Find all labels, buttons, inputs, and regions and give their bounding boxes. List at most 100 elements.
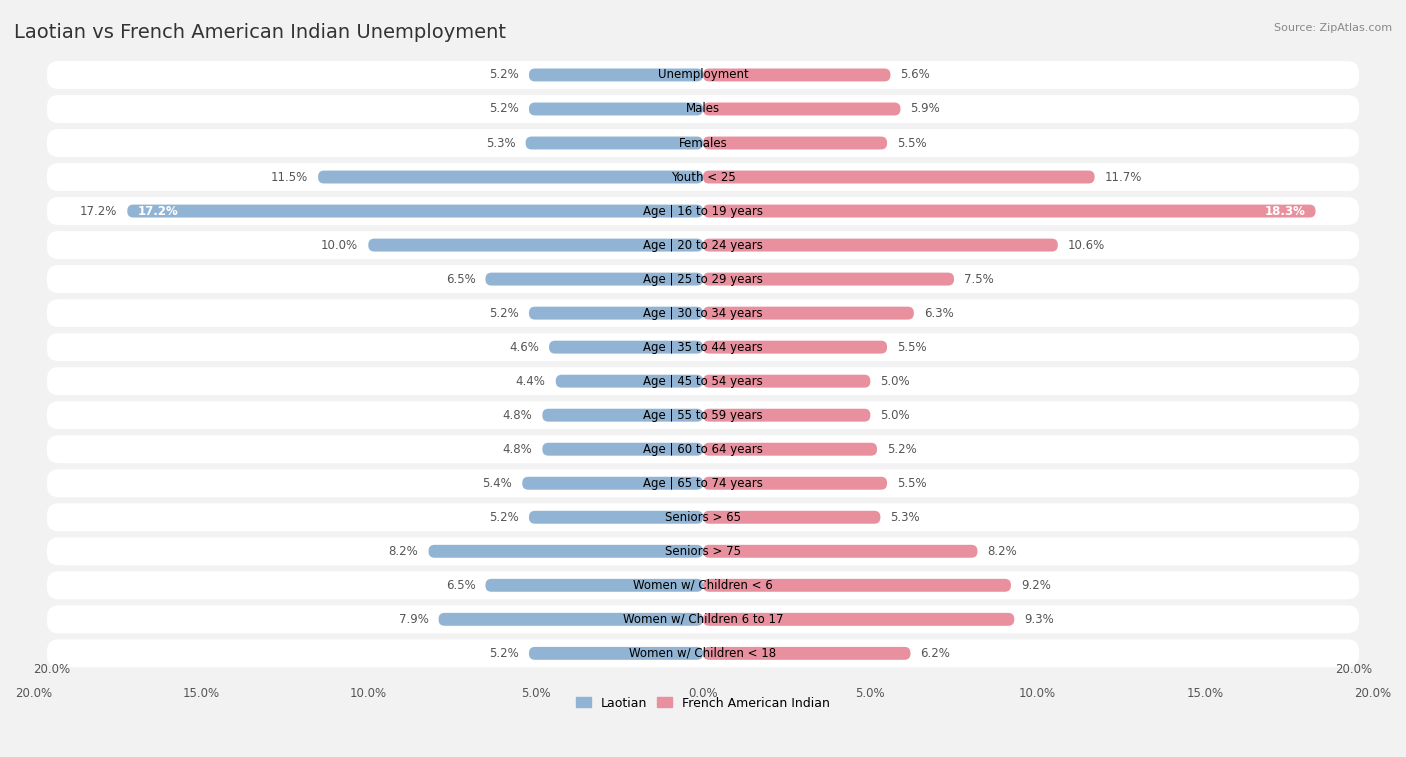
Text: 5.0%: 5.0% xyxy=(880,409,910,422)
FancyBboxPatch shape xyxy=(46,401,1360,429)
FancyBboxPatch shape xyxy=(46,231,1360,259)
FancyBboxPatch shape xyxy=(46,265,1360,293)
FancyBboxPatch shape xyxy=(703,579,1011,592)
Text: Males: Males xyxy=(686,102,720,116)
FancyBboxPatch shape xyxy=(703,102,900,116)
FancyBboxPatch shape xyxy=(46,435,1360,463)
FancyBboxPatch shape xyxy=(703,341,887,354)
Text: 5.4%: 5.4% xyxy=(482,477,512,490)
FancyBboxPatch shape xyxy=(703,68,890,82)
FancyBboxPatch shape xyxy=(529,307,703,319)
Text: 8.2%: 8.2% xyxy=(987,545,1018,558)
Text: Seniors > 75: Seniors > 75 xyxy=(665,545,741,558)
FancyBboxPatch shape xyxy=(46,640,1360,668)
Text: 7.5%: 7.5% xyxy=(965,273,994,285)
Text: Women w/ Children 6 to 17: Women w/ Children 6 to 17 xyxy=(623,613,783,626)
Text: 20.0%: 20.0% xyxy=(1336,663,1372,677)
Text: 5.5%: 5.5% xyxy=(897,136,927,150)
Text: Age | 55 to 59 years: Age | 55 to 59 years xyxy=(643,409,763,422)
Text: 5.2%: 5.2% xyxy=(489,646,519,660)
FancyBboxPatch shape xyxy=(46,197,1360,225)
FancyBboxPatch shape xyxy=(703,170,1095,183)
FancyBboxPatch shape xyxy=(46,333,1360,361)
Text: 4.8%: 4.8% xyxy=(502,443,533,456)
FancyBboxPatch shape xyxy=(555,375,703,388)
FancyBboxPatch shape xyxy=(522,477,703,490)
FancyBboxPatch shape xyxy=(318,170,703,183)
Text: 7.9%: 7.9% xyxy=(399,613,429,626)
Text: 6.2%: 6.2% xyxy=(921,646,950,660)
FancyBboxPatch shape xyxy=(529,511,703,524)
Text: Age | 35 to 44 years: Age | 35 to 44 years xyxy=(643,341,763,354)
Text: 6.3%: 6.3% xyxy=(924,307,953,319)
Text: 11.5%: 11.5% xyxy=(271,170,308,183)
FancyBboxPatch shape xyxy=(529,647,703,660)
Text: 6.5%: 6.5% xyxy=(446,579,475,592)
Text: 9.3%: 9.3% xyxy=(1025,613,1054,626)
Text: 5.3%: 5.3% xyxy=(890,511,920,524)
Text: 5.6%: 5.6% xyxy=(900,68,931,82)
FancyBboxPatch shape xyxy=(526,136,703,149)
FancyBboxPatch shape xyxy=(703,613,1014,626)
FancyBboxPatch shape xyxy=(703,545,977,558)
Text: 20.0%: 20.0% xyxy=(34,663,70,677)
Text: Seniors > 65: Seniors > 65 xyxy=(665,511,741,524)
Text: 5.2%: 5.2% xyxy=(489,102,519,116)
Text: Age | 65 to 74 years: Age | 65 to 74 years xyxy=(643,477,763,490)
FancyBboxPatch shape xyxy=(703,443,877,456)
Text: Age | 45 to 54 years: Age | 45 to 54 years xyxy=(643,375,763,388)
Text: Age | 25 to 29 years: Age | 25 to 29 years xyxy=(643,273,763,285)
FancyBboxPatch shape xyxy=(46,299,1360,327)
FancyBboxPatch shape xyxy=(529,68,703,82)
Text: 5.2%: 5.2% xyxy=(489,307,519,319)
FancyBboxPatch shape xyxy=(46,367,1360,395)
FancyBboxPatch shape xyxy=(46,469,1360,497)
FancyBboxPatch shape xyxy=(46,61,1360,89)
Text: 18.3%: 18.3% xyxy=(1264,204,1306,217)
Text: 4.8%: 4.8% xyxy=(502,409,533,422)
Text: Age | 16 to 19 years: Age | 16 to 19 years xyxy=(643,204,763,217)
Text: 8.2%: 8.2% xyxy=(388,545,419,558)
Text: 10.6%: 10.6% xyxy=(1067,238,1105,251)
Text: 5.5%: 5.5% xyxy=(897,477,927,490)
Text: 5.2%: 5.2% xyxy=(887,443,917,456)
FancyBboxPatch shape xyxy=(703,647,911,660)
FancyBboxPatch shape xyxy=(46,606,1360,634)
Text: Age | 20 to 24 years: Age | 20 to 24 years xyxy=(643,238,763,251)
Legend: Laotian, French American Indian: Laotian, French American Indian xyxy=(571,692,835,715)
FancyBboxPatch shape xyxy=(703,477,887,490)
Text: Source: ZipAtlas.com: Source: ZipAtlas.com xyxy=(1274,23,1392,33)
FancyBboxPatch shape xyxy=(703,273,955,285)
FancyBboxPatch shape xyxy=(703,307,914,319)
FancyBboxPatch shape xyxy=(703,511,880,524)
FancyBboxPatch shape xyxy=(46,129,1360,157)
Text: 4.6%: 4.6% xyxy=(509,341,538,354)
FancyBboxPatch shape xyxy=(46,95,1360,123)
FancyBboxPatch shape xyxy=(703,136,887,149)
Text: Females: Females xyxy=(679,136,727,150)
FancyBboxPatch shape xyxy=(543,443,703,456)
Text: 5.2%: 5.2% xyxy=(489,511,519,524)
Text: 17.2%: 17.2% xyxy=(138,204,179,217)
FancyBboxPatch shape xyxy=(429,545,703,558)
Text: 17.2%: 17.2% xyxy=(80,204,117,217)
Text: Unemployment: Unemployment xyxy=(658,68,748,82)
FancyBboxPatch shape xyxy=(485,579,703,592)
Text: Laotian vs French American Indian Unemployment: Laotian vs French American Indian Unempl… xyxy=(14,23,506,42)
Text: Women w/ Children < 6: Women w/ Children < 6 xyxy=(633,579,773,592)
FancyBboxPatch shape xyxy=(46,537,1360,565)
FancyBboxPatch shape xyxy=(46,503,1360,531)
FancyBboxPatch shape xyxy=(46,163,1360,191)
FancyBboxPatch shape xyxy=(128,204,703,217)
Text: 5.5%: 5.5% xyxy=(897,341,927,354)
FancyBboxPatch shape xyxy=(703,375,870,388)
Text: Age | 60 to 64 years: Age | 60 to 64 years xyxy=(643,443,763,456)
FancyBboxPatch shape xyxy=(703,238,1057,251)
FancyBboxPatch shape xyxy=(703,204,1316,217)
FancyBboxPatch shape xyxy=(439,613,703,626)
Text: Youth < 25: Youth < 25 xyxy=(671,170,735,183)
Text: 5.0%: 5.0% xyxy=(880,375,910,388)
Text: 11.7%: 11.7% xyxy=(1105,170,1142,183)
FancyBboxPatch shape xyxy=(485,273,703,285)
Text: 5.2%: 5.2% xyxy=(489,68,519,82)
